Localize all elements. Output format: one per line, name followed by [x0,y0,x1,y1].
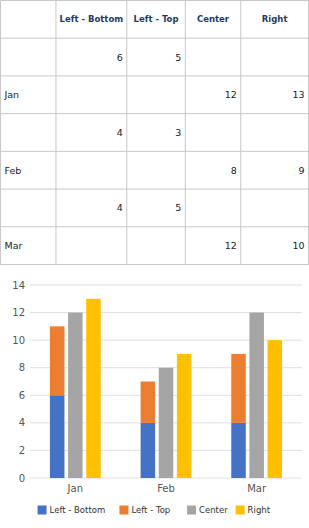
bar [177,354,192,478]
table-value: 10 [292,240,304,251]
table-row-line [1,0,309,1]
legend-label: Right [248,505,271,515]
table-category: Feb [5,165,22,176]
bar [50,326,65,395]
x-tick-label: Mar [247,483,267,494]
x-tick-label: Feb [157,483,175,494]
grid-line [30,285,302,286]
bar [249,313,264,478]
legend-swatch [187,506,196,515]
table-row-line [1,113,309,114]
y-tick-label: 14 [12,280,25,291]
bar [268,340,283,478]
bar [68,313,83,478]
bar [86,299,101,478]
background [0,0,309,528]
table-value: 13 [292,89,304,100]
table-row-line [1,151,309,152]
table-value: 8 [231,165,237,176]
bar [141,382,156,423]
table-row-line [1,226,309,227]
legend: Left - Bottom Left - Top Center Right [38,505,271,515]
table-value: 12 [225,240,237,251]
y-tick-label: 0 [19,473,25,484]
chart-root: Left - Bottom Left - Top Center Right Jan 6 5 1… [0,0,309,528]
table-value: 9 [298,165,304,176]
table-value: 3 [175,127,181,138]
table-col-line [126,1,127,265]
y-tick-label: 2 [19,445,25,456]
legend-label: Center [199,505,228,515]
data-table: Left - Bottom Left - Top Center Right Jan 6 5 1… [1,1,309,265]
table-col-line [0,1,1,265]
bar [50,395,65,478]
legend-swatch [119,506,128,515]
y-tick-label: 6 [19,390,25,401]
y-axis: 0 2 4 6 8 10 12 14 [12,280,302,484]
table-header: Center [197,14,230,24]
table-row-line [1,264,309,265]
table-value: 4 [117,127,123,138]
table-header: Right [262,14,288,24]
legend-label: Left - Top [131,505,170,515]
x-tick-label: Jan [67,483,83,494]
bar [159,368,174,478]
table-value: 6 [117,52,123,63]
legend-label: Left - Bottom [50,505,106,515]
table-value: 12 [225,89,237,100]
table-value: 5 [175,202,181,213]
table-value: 4 [117,202,123,213]
legend-swatch [38,506,47,515]
legend-swatch [236,506,245,515]
table-header: Left - Bottom [60,14,124,24]
chart-svg: Left - Bottom Left - Top Center Right Jan 6 5 1… [0,0,309,528]
y-tick-label: 8 [19,362,25,373]
table-col-line [240,1,241,265]
table-header: Left - Top [134,14,179,24]
x-axis: Jan Feb Mar [67,483,267,494]
table-row-line [1,189,309,190]
bar [231,423,246,478]
table-row-line [1,38,309,39]
bar [231,354,246,423]
y-tick-label: 4 [19,417,25,428]
table-category: Jan [4,89,20,100]
table-col-line [308,1,309,265]
y-tick-label: 10 [12,335,25,346]
table-category: Mar [5,240,23,251]
table-value: 5 [175,52,181,63]
table-col-line [185,1,186,265]
bar [141,423,156,478]
y-tick-label: 12 [12,307,25,318]
table-row-line [1,75,309,76]
bars [50,299,282,478]
table-col-line [55,1,56,265]
